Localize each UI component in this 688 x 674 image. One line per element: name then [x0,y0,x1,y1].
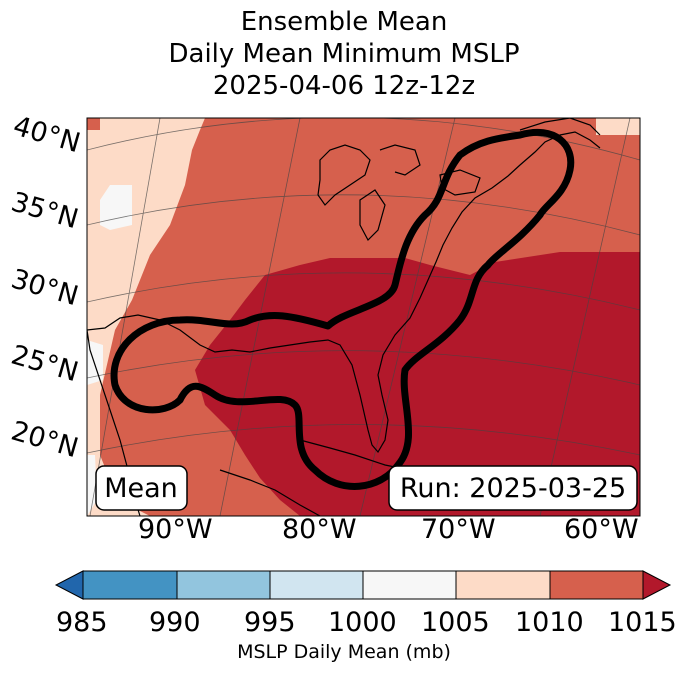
colorbar-segment-985-990 [82,570,178,600]
pressure-field-white-sw [87,455,97,516]
colorbar-tick-990: 990 [149,607,201,638]
colorbar-segment-1010-1015 [549,570,644,600]
title-line-2: Daily Mean Minimum MSLP [168,39,520,69]
colorbar-segment-1005-1010 [455,570,551,600]
colorbar-tick-1010: 1010 [515,607,584,638]
colorbar-tick-1000: 1000 [328,607,397,638]
colorbar-segment-995-1000 [269,570,364,600]
mean-contour [110,128,575,490]
colorbar-tick-985: 985 [56,607,108,638]
colorbar-tick-1015: 1015 [608,607,677,638]
lon-label-80w: 80°W [282,514,357,545]
colorbar-label: MSLP Daily Mean (mb) [237,641,451,663]
title-line-1: Ensemble Mean [240,7,448,37]
title-line-3: 2025-04-06 12z-12z [212,71,476,101]
mean-box-label: Mean [104,473,178,504]
lon-label-90w: 90°W [138,514,213,545]
map-area [87,118,640,516]
mean-box [95,465,188,511]
colorbar [54,570,672,600]
coastlines [87,118,601,516]
colorbar-tick-995: 995 [244,607,296,638]
colorbar-segment-1000-1005 [362,570,457,600]
map-frame [86,117,641,517]
run-box [388,465,638,511]
pressure-field-medium-corner [87,118,100,130]
colorbar-extend-low [54,570,84,600]
lon-label-60w: 60°W [564,514,639,545]
pressure-field-white-nw [100,185,132,230]
colorbar-extend-high [642,570,672,600]
run-box-label: Run: 2025-03-25 [400,473,626,504]
colorbar-tick-1005: 1005 [421,607,490,638]
lon-label-70w: 70°W [421,514,496,545]
colorbar-segment-990-995 [176,570,271,600]
